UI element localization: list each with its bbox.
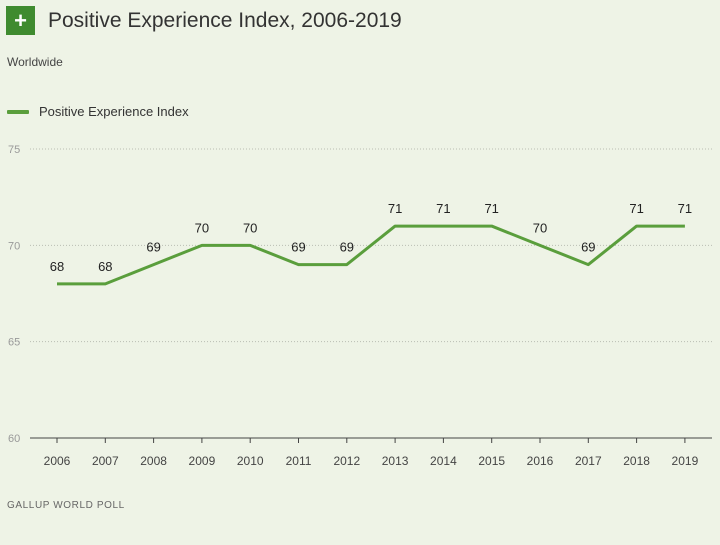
data-label-2006: 68: [50, 259, 64, 274]
x-tick-label-2018: 2018: [623, 454, 650, 468]
data-label-2010: 70: [243, 220, 257, 235]
data-label-2019: 71: [678, 201, 692, 216]
x-tick-label-2019: 2019: [672, 454, 699, 468]
x-tick-label-2011: 2011: [286, 454, 312, 468]
data-label-2007: 68: [98, 259, 112, 274]
plus-icon: +: [6, 6, 35, 35]
x-tick-label-2017: 2017: [575, 454, 602, 468]
y-tick-label-70: 70: [8, 240, 20, 252]
chart-header: + Positive Experience Index, 2006-2019: [6, 6, 402, 35]
source-note: GALLUP WORLD POLL: [7, 500, 125, 511]
x-tick-label-2008: 2008: [140, 454, 167, 468]
data-label-2013: 71: [388, 201, 402, 216]
y-tick-label-75: 75: [8, 144, 20, 156]
data-label-2012: 69: [340, 240, 354, 255]
x-tick-label-2016: 2016: [527, 454, 554, 468]
x-tick-label-2006: 2006: [44, 454, 71, 468]
y-tick-label-65: 65: [8, 337, 20, 349]
x-tick-label-2013: 2013: [382, 454, 409, 468]
legend: Positive Experience Index: [7, 104, 189, 119]
data-label-2018: 71: [629, 201, 643, 216]
data-label-2016: 70: [533, 220, 547, 235]
x-tick-label-2007: 2007: [92, 454, 119, 468]
data-label-2014: 71: [436, 201, 450, 216]
x-tick-label-2009: 2009: [189, 454, 216, 468]
x-tick-label-2014: 2014: [430, 454, 457, 468]
x-tick-label-2015: 2015: [478, 454, 505, 468]
data-label-2008: 69: [146, 240, 160, 255]
legend-label: Positive Experience Index: [39, 104, 189, 119]
chart-subtitle: Worldwide: [7, 55, 63, 69]
data-label-2011: 69: [291, 240, 305, 255]
chart-title: Positive Experience Index, 2006-2019: [48, 8, 402, 32]
x-tick-label-2012: 2012: [333, 454, 360, 468]
y-tick-label-60: 60: [8, 433, 20, 445]
series-line-0: [57, 224, 685, 286]
data-label-2009: 70: [195, 220, 209, 235]
legend-swatch: [7, 109, 29, 114]
x-tick-label-2010: 2010: [237, 454, 264, 468]
data-label-2015: 71: [484, 201, 498, 216]
data-label-2017: 69: [581, 240, 595, 255]
